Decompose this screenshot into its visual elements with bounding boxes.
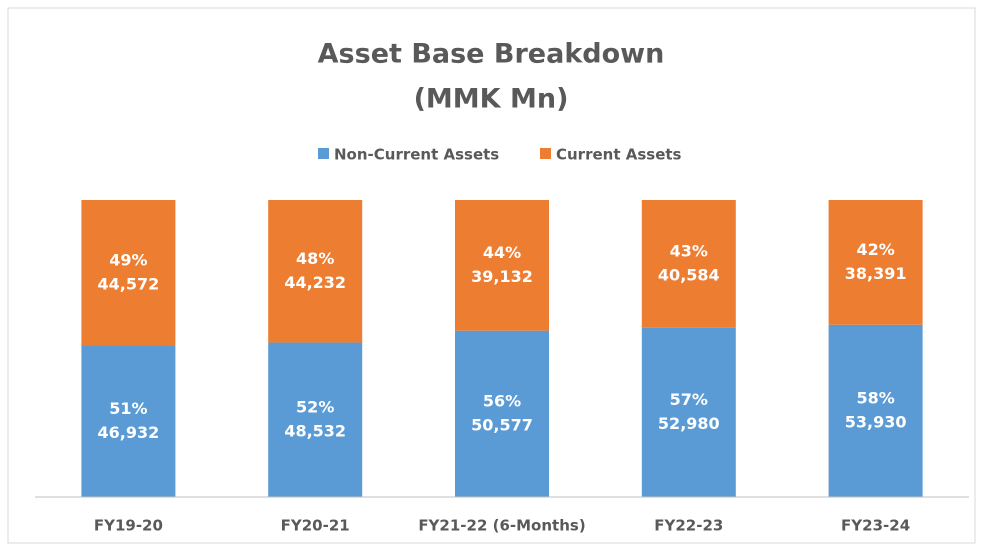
x-tick-label: FY22-23: [654, 517, 723, 535]
bar-segment: [268, 342, 363, 497]
legend-label: Non-Current Assets: [334, 146, 499, 164]
percent-label: 49%: [109, 250, 147, 269]
percent-label: 51%: [109, 399, 147, 418]
bar-segment: [828, 200, 923, 325]
amount-label: 50,577: [471, 415, 533, 434]
chart-subtitle: (MMK Mn): [414, 84, 569, 115]
percent-label: 42%: [856, 240, 894, 259]
bar-segment: [641, 200, 736, 328]
percent-label: 58%: [856, 388, 894, 407]
percent-label: 52%: [296, 397, 334, 416]
amount-label: 53,930: [845, 412, 907, 431]
chart-title: Asset Base Breakdown: [318, 39, 665, 70]
x-tick-label: FY19-20: [94, 517, 163, 535]
bar-segment: [828, 324, 923, 497]
amount-label: 48,532: [284, 421, 346, 440]
amount-label: 40,584: [658, 265, 720, 284]
x-tick-label: FY21-22 (6-Months): [418, 517, 585, 535]
bar-segment: [455, 330, 549, 497]
amount-label: 52,980: [658, 414, 720, 433]
percent-label: 57%: [670, 390, 708, 409]
bar-segment: [268, 200, 363, 343]
percent-label: 43%: [670, 241, 708, 260]
amount-label: 39,132: [471, 267, 533, 286]
bar-segment: [81, 200, 176, 346]
percent-label: 48%: [296, 249, 334, 268]
amount-label: 38,391: [845, 264, 907, 283]
bar-segment: [81, 345, 176, 497]
x-tick-label: FY23-24: [841, 517, 910, 535]
amount-label: 46,932: [98, 423, 160, 442]
amount-label: 44,572: [98, 274, 160, 293]
amount-label: 44,232: [284, 273, 346, 292]
legend-swatch: [318, 148, 329, 159]
percent-label: 56%: [483, 391, 521, 410]
legend-swatch: [540, 148, 551, 159]
bar-segment: [641, 327, 736, 497]
x-tick-label: FY20-21: [281, 517, 350, 535]
bar-segment: [455, 200, 549, 331]
legend-label: Current Assets: [556, 146, 682, 164]
percent-label: 44%: [483, 243, 521, 262]
